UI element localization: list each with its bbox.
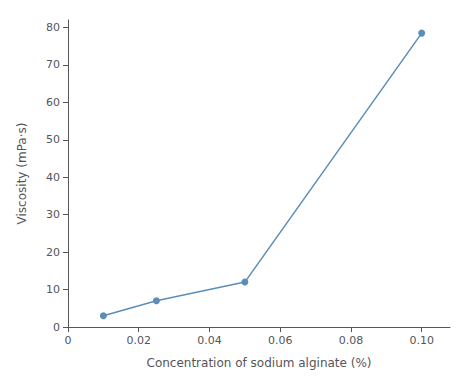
svg-text:30: 30 — [46, 208, 60, 221]
svg-text:Viscosity (mPa·s): Viscosity (mPa·s) — [15, 123, 29, 225]
svg-text:0.02: 0.02 — [126, 334, 151, 347]
svg-text:Concentration of sodium algina: Concentration of sodium alginate (%) — [146, 356, 371, 370]
svg-text:0: 0 — [53, 321, 60, 334]
svg-text:40: 40 — [46, 171, 60, 184]
svg-text:60: 60 — [46, 96, 60, 109]
svg-text:80: 80 — [46, 21, 60, 34]
svg-text:50: 50 — [46, 133, 60, 146]
svg-text:0.04: 0.04 — [197, 334, 222, 347]
svg-text:0.06: 0.06 — [268, 334, 293, 347]
svg-text:0.08: 0.08 — [339, 334, 364, 347]
svg-text:0: 0 — [65, 334, 72, 347]
svg-text:70: 70 — [46, 58, 60, 71]
svg-text:20: 20 — [46, 246, 60, 259]
svg-text:0.10: 0.10 — [409, 334, 434, 347]
svg-text:10: 10 — [46, 283, 60, 296]
